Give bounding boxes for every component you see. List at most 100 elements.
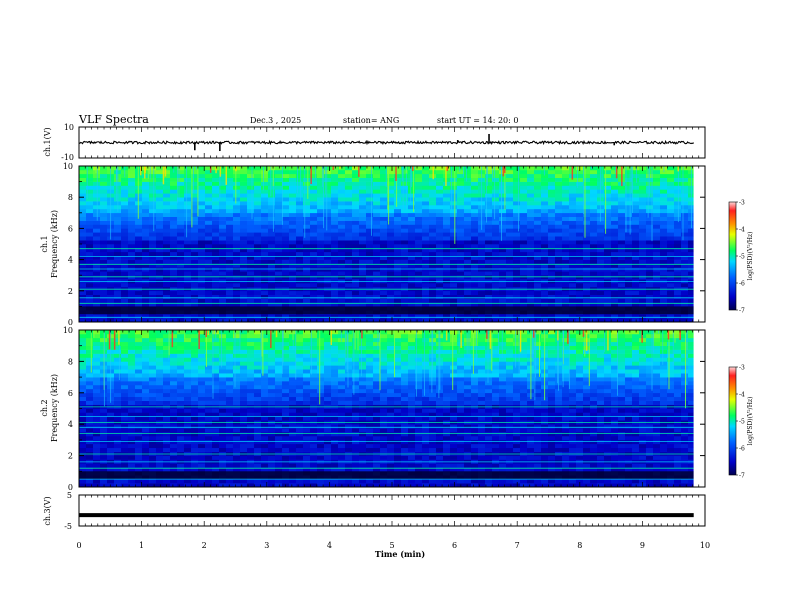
- ch2-spec-cell: [142, 467, 149, 472]
- ch2-spec-cell: [149, 330, 156, 335]
- ch1-spec-cell: [513, 290, 520, 295]
- ch1-spec-cell: [177, 185, 184, 190]
- ch1-spec-cell: [121, 263, 128, 268]
- ch1-spec-cell: [79, 290, 86, 295]
- ch1-spec-cell: [198, 247, 205, 253]
- ch1-spec-cell: [534, 232, 541, 237]
- ch1-spec-cell: [688, 275, 694, 280]
- ch2-spec-cell: [149, 337, 156, 343]
- ch1-spec-cell: [352, 169, 359, 175]
- ch2-spec-cell: [254, 337, 261, 343]
- ch1-spec-cell: [135, 259, 142, 264]
- ch2-spec-cell: [86, 463, 93, 468]
- ch1-spec-cell: [443, 212, 450, 217]
- ch1-spec-cell: [513, 318, 520, 323]
- ch1-spec-cell: [688, 193, 694, 198]
- ch1-spec-cell: [79, 298, 86, 303]
- ch1-spec-cell: [387, 177, 394, 182]
- ch1-spec-cell: [373, 240, 380, 245]
- ch1-spec-cell: [436, 294, 443, 299]
- ch1-spec-cell: [667, 290, 674, 295]
- ch1-spec-cell: [247, 236, 254, 241]
- ch2-spec-cell: [135, 396, 142, 401]
- ch1-spec-cell: [674, 294, 681, 299]
- ch1-spec-cell: [324, 212, 331, 217]
- ch1-spec-cell: [583, 314, 590, 319]
- ch1-spec-cell: [408, 240, 415, 245]
- ch1-spec-cell: [436, 267, 443, 272]
- ch1-spec-cell: [212, 216, 219, 221]
- ch1-spec-cell: [548, 271, 555, 276]
- ch1-spec-cell: [443, 244, 450, 249]
- ch2-spec-cell: [219, 381, 226, 386]
- ch1-spec-cell: [310, 275, 317, 280]
- ch2-spec-cell: [93, 330, 100, 335]
- ch1-spec-cell: [590, 201, 597, 206]
- ch1-spec-cell: [268, 205, 275, 210]
- ch1-spec-cell: [394, 255, 401, 260]
- ch1-spec-cell: [639, 177, 646, 182]
- ch1-spec-cell: [163, 255, 170, 260]
- ch1-spec-cell: [576, 314, 583, 319]
- ch2-spec-cell: [86, 333, 93, 339]
- ch1-spec-cell: [261, 177, 268, 182]
- ch1-spec-cell: [436, 244, 443, 249]
- ch1-spec-cell: [464, 263, 471, 268]
- ch1-spec-cell: [569, 193, 576, 198]
- ch1-spec-cell: [212, 275, 219, 280]
- ch1-spec-cell: [471, 255, 478, 260]
- ch1-spec-cell: [618, 236, 625, 241]
- ch2-spec-cell: [268, 361, 275, 366]
- ch1-spec-cell: [464, 236, 471, 241]
- ch1-spec-cell: [681, 318, 688, 323]
- ch1-spec-cell: [219, 290, 226, 295]
- ch1-spec-cell: [170, 275, 177, 280]
- ch2-spec-cell: [170, 424, 177, 429]
- ch1-spec-cell: [541, 185, 548, 190]
- ch1-spec-cell: [247, 201, 254, 206]
- ch1-spec-cell: [324, 240, 331, 245]
- ch1-spec-cell: [611, 263, 618, 268]
- ch2-spec-cell: [107, 412, 114, 417]
- ch1-spec-cell: [254, 240, 261, 245]
- ch1-spec-cell: [387, 247, 394, 253]
- ch1-spec-cell: [464, 189, 471, 194]
- ch1-spec-cell: [688, 197, 694, 202]
- ch1-spec-cell: [212, 290, 219, 295]
- ch1-spec-cell: [317, 236, 324, 241]
- ch1-spec-cell: [401, 240, 408, 245]
- ch1-spec-cell: [688, 205, 694, 210]
- ch1-spec-cell: [618, 259, 625, 264]
- ch1-spec-cell: [310, 244, 317, 249]
- ch1-spec-cell: [688, 224, 694, 229]
- ch2-spec-cell: [121, 483, 128, 488]
- ch1-spec-cell: [422, 181, 429, 186]
- ch2-spec-cell: [163, 479, 170, 484]
- ch1-spec-cell: [436, 212, 443, 217]
- ch1-spec-cell: [478, 271, 485, 276]
- ch2-spec-cell: [142, 412, 149, 417]
- ch1-spec-cell: [618, 314, 625, 319]
- ch1-spec-cell: [492, 197, 499, 202]
- ch2-spec-cell: [226, 424, 233, 429]
- ch1-spec-cell: [611, 197, 618, 202]
- ch2-spec-cell: [163, 416, 170, 421]
- ch1-spec-cell: [681, 267, 688, 272]
- ch1-spec-cell: [205, 267, 212, 272]
- ch2-spec-cell: [128, 353, 135, 358]
- ch2-spec-cell: [149, 349, 156, 354]
- ch2-spec-cell: [282, 408, 289, 413]
- ch2-spec-cell: [261, 447, 268, 452]
- ch1-spec-cell: [268, 228, 275, 233]
- ch2-spec-cell: [184, 341, 191, 346]
- ch2-spec-cell: [79, 424, 86, 429]
- ch2-spec-cell: [149, 392, 156, 398]
- ch1-spec-ytick-label: 8: [68, 193, 73, 202]
- ch1-spec-cell: [359, 181, 366, 186]
- ch1-spec-cell: [429, 224, 436, 229]
- ch1-spec-cell: [653, 220, 660, 225]
- ch1-spec-cell: [331, 290, 338, 295]
- ch1-spec-cell: [569, 232, 576, 237]
- ch1-spec-cell: [555, 247, 562, 253]
- ch1-spec-cell: [296, 255, 303, 260]
